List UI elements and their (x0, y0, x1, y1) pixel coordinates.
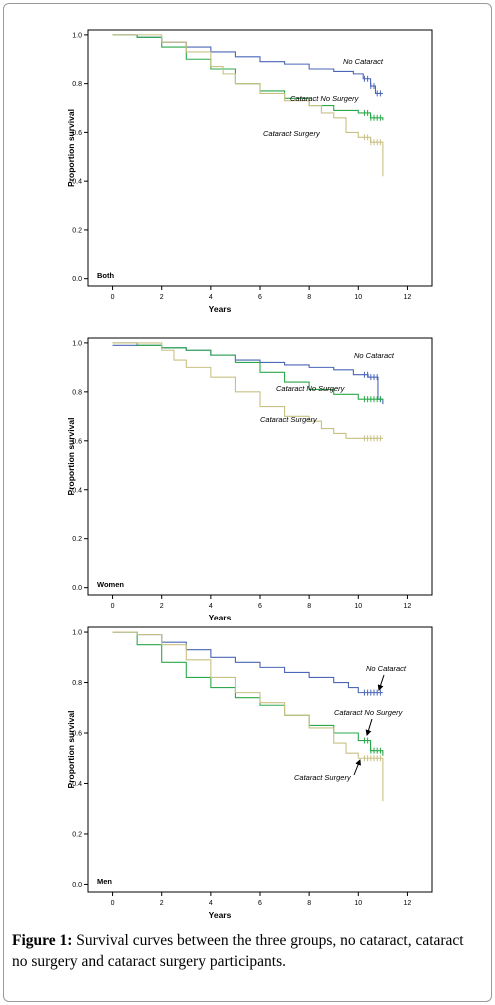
x-tick-label: 8 (307, 294, 311, 301)
annotation-no-cataract: No Cataract (354, 351, 395, 360)
annotation-arrow (365, 718, 373, 736)
y-tick-label: 0.8 (72, 389, 82, 396)
y-tick-label: 0.4 (72, 487, 82, 494)
x-tick-label: 0 (111, 603, 115, 610)
x-tick-label: 4 (209, 603, 213, 610)
y-tick-label: 1.0 (72, 630, 82, 637)
series-line-cataract-surgery (112, 631, 384, 802)
y-tick-label: 0.4 (72, 179, 82, 186)
y-axis-title: Proportion survival (66, 109, 76, 187)
y-tick-label: 0.0 (72, 585, 82, 592)
y-tick-label: 0.2 (72, 831, 82, 838)
x-axis-title: Years (209, 613, 232, 620)
annotation-cataract-no-surgery: Cataract No Surgery (334, 708, 404, 717)
y-tick-label: 0.4 (72, 781, 82, 788)
plot-area (87, 29, 433, 287)
chart-panel-both: 0 2 4 6 8 10 12 0.0 0.2 0.4 0.6 0.8 1.0 Years Proporti… (66, 29, 433, 314)
annotation-arrow (353, 759, 361, 776)
y-axis-title: Proportion survival (66, 711, 76, 789)
x-tick-label: 4 (209, 294, 213, 301)
chart-panel-women: 0 2 4 6 8 10 12 0.0 0.2 0.4 0.6 0.8 1.0 Years Proporti… (66, 337, 433, 620)
x-tick-label: 2 (160, 294, 164, 301)
series-line-cataract-surgery (112, 34, 384, 177)
y-tick-label: 0.2 (72, 536, 82, 543)
panel-label-men: Men (97, 877, 112, 886)
x-tick-label: 10 (354, 603, 362, 610)
x-tick-label: 0 (111, 900, 115, 907)
x-tick-label: 8 (307, 603, 311, 610)
x-tick-label: 6 (258, 603, 262, 610)
x-axis-title: Years (209, 910, 232, 920)
y-tick-label: 1.0 (72, 32, 82, 39)
y-tick-label: 0.8 (72, 680, 82, 687)
x-tick-label: 6 (258, 294, 262, 301)
x-tick-label: 10 (354, 294, 362, 301)
y-tick-label: 0.0 (72, 276, 82, 283)
caption-label: Figure 1: (12, 932, 73, 949)
annotation-cataract-surgery: Cataract Surgery (260, 415, 318, 424)
plot-area (87, 337, 433, 596)
annotation-cataract-surgery: Cataract Surgery (263, 129, 321, 138)
annotation-no-cataract: No Cataract (366, 664, 407, 673)
y-axis-title: Proportion survival (66, 418, 76, 496)
x-tick-label: 8 (307, 900, 311, 907)
annotation-cataract-no-surgery: Cataract No Surgery (290, 94, 360, 103)
x-tick-label: 10 (354, 900, 362, 907)
series-line-cataract-surgery (112, 342, 383, 439)
annotation-arrow (377, 674, 385, 691)
plot-area (87, 626, 433, 893)
x-tick-label: 12 (404, 900, 412, 907)
annotation-no-cataract: No Cataract (343, 57, 384, 66)
chart-panel-men: 0 2 4 6 8 10 12 0.0 0.2 0.4 0.6 0.8 1.0 Years Proporti… (66, 626, 433, 920)
x-tick-label: 12 (404, 603, 412, 610)
y-tick-label: 1.0 (72, 340, 82, 347)
y-tick-label: 0.2 (72, 227, 82, 234)
x-tick-label: 6 (258, 900, 262, 907)
y-tick-label: 0.6 (72, 731, 82, 738)
x-tick-label: 12 (404, 294, 412, 301)
annotation-cataract-surgery: Cataract Surgery (294, 773, 352, 782)
series-line-cataract-no-surgery (112, 631, 384, 756)
figure-caption: Figure 1: Survival curves between the th… (12, 930, 482, 972)
y-tick-label: 0.8 (72, 81, 82, 88)
x-axis-title: Years (209, 304, 232, 314)
caption-text: Survival curves between the three groups… (12, 932, 464, 970)
x-tick-label: 2 (160, 900, 164, 907)
panel-label-women: Women (97, 580, 124, 589)
annotation-cataract-no-surgery: Cataract No Surgery (276, 384, 346, 393)
x-tick-label: 0 (111, 294, 115, 301)
panel-label-both: Both (97, 271, 114, 280)
x-tick-label: 2 (160, 603, 164, 610)
x-tick-label: 4 (209, 900, 213, 907)
y-tick-label: 0.6 (72, 438, 82, 445)
y-tick-label: 0.6 (72, 130, 82, 137)
y-tick-label: 0.0 (72, 882, 82, 889)
